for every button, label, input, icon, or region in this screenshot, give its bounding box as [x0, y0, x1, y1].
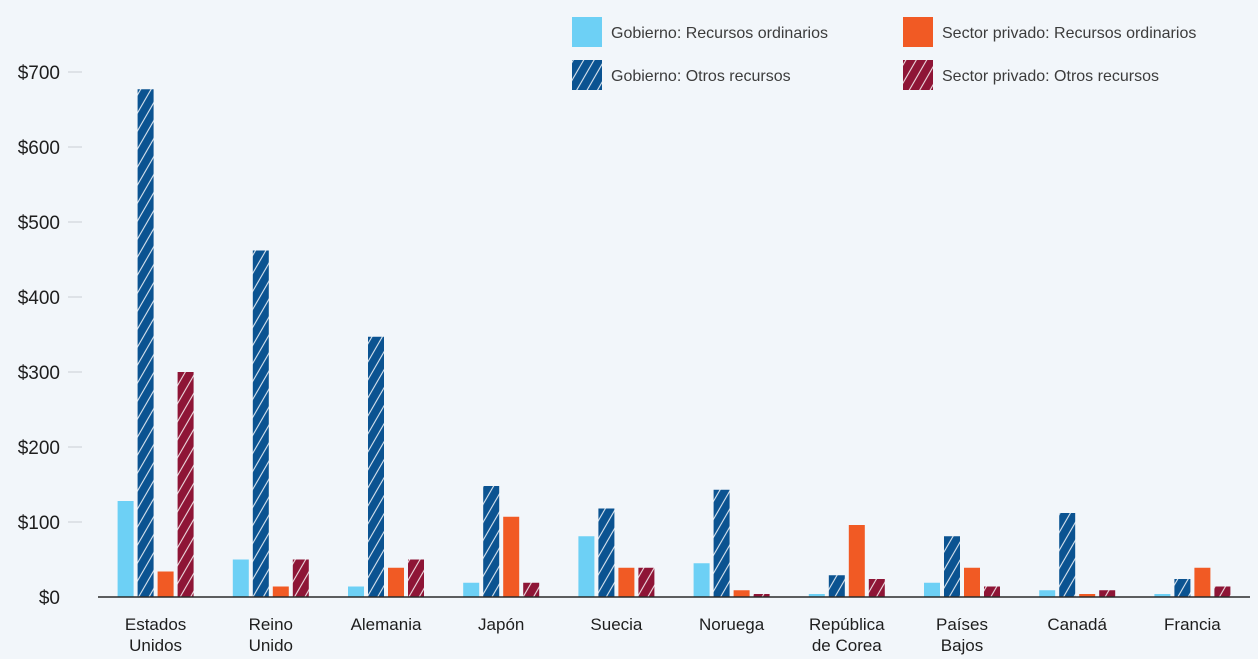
x-axis: Estados Unidos Reino Unido Alemania Japón Suec… [98, 596, 1250, 655]
y-tick-label: $400 [18, 288, 60, 309]
bar [348, 586, 364, 597]
bar [578, 536, 595, 597]
bar [157, 571, 174, 597]
x-category-label: Canadá [1047, 615, 1107, 634]
legend-label: Sector privado: Recursos ordinarios [942, 25, 1196, 42]
bar [753, 594, 770, 597]
bar [1039, 590, 1056, 597]
bar [1079, 594, 1096, 597]
bars-layer [117, 89, 1231, 597]
bar [368, 336, 384, 597]
bar [1194, 567, 1211, 597]
x-category-label: Reino Unido [249, 615, 293, 655]
bar [388, 567, 404, 597]
bar [944, 536, 960, 597]
legend-swatch [903, 17, 933, 47]
bar [868, 579, 885, 597]
bar [848, 525, 865, 597]
y-tick-label: $0 [39, 588, 60, 609]
x-category-label: Estados Unidos [125, 615, 186, 655]
x-category-label: Países Bajos [936, 615, 988, 655]
bar [523, 582, 540, 597]
bar [964, 567, 980, 597]
legend-label: Gobierno: Recursos ordinarios [611, 25, 828, 42]
y-axis: $0 $100 $200 $300 $400 $500 $600 $700 [18, 63, 82, 609]
bar [408, 559, 424, 597]
bar [984, 586, 1000, 597]
bar [463, 582, 480, 597]
y-tick-label: $200 [18, 438, 60, 459]
bar [924, 582, 940, 597]
bar [232, 559, 249, 597]
bar [292, 559, 309, 597]
x-category-label: República de Corea [809, 615, 885, 655]
legend-label: Sector privado: Otros recursos [942, 68, 1159, 85]
x-category-label: Noruega [699, 615, 765, 634]
bar [503, 516, 520, 597]
bar [1214, 586, 1231, 597]
bar [1099, 590, 1116, 597]
bar [1154, 594, 1171, 597]
x-category-label: Japón [478, 615, 524, 634]
bar [1174, 579, 1191, 597]
legend-swatch [903, 60, 933, 90]
y-tick-label: $300 [18, 363, 60, 384]
legend-item: Gobierno: Recursos ordinarios [572, 17, 828, 47]
bar [272, 586, 289, 597]
legend-label: Gobierno: Otros recursos [611, 68, 791, 85]
x-category-label: Suecia [590, 615, 643, 634]
bar [137, 89, 154, 597]
x-category-label: Francia [1164, 615, 1221, 634]
bar [117, 501, 134, 597]
bar [598, 508, 615, 597]
y-tick-label: $700 [18, 63, 60, 84]
bar [713, 489, 730, 597]
legend-item: Sector privado: Otros recursos [903, 60, 1159, 90]
y-tick-label: $600 [18, 138, 60, 159]
bar [252, 250, 269, 597]
y-tick-label: $100 [18, 513, 60, 534]
bar [1059, 513, 1076, 597]
legend-swatch [572, 17, 602, 47]
bar [483, 486, 500, 597]
bar [638, 567, 655, 597]
y-tick-label: $500 [18, 213, 60, 234]
bar [177, 372, 194, 597]
bar [828, 575, 845, 597]
bar [808, 594, 825, 597]
bar [618, 567, 635, 597]
legend-swatch [572, 60, 602, 90]
legend: Gobierno: Recursos ordinarios Gobierno: O… [572, 17, 1196, 90]
legend-item: Sector privado: Recursos ordinarios [903, 17, 1196, 47]
x-category-label: Alemania [351, 615, 422, 634]
legend-item: Gobierno: Otros recursos [572, 60, 791, 90]
bar [693, 563, 710, 597]
bar [733, 590, 750, 597]
